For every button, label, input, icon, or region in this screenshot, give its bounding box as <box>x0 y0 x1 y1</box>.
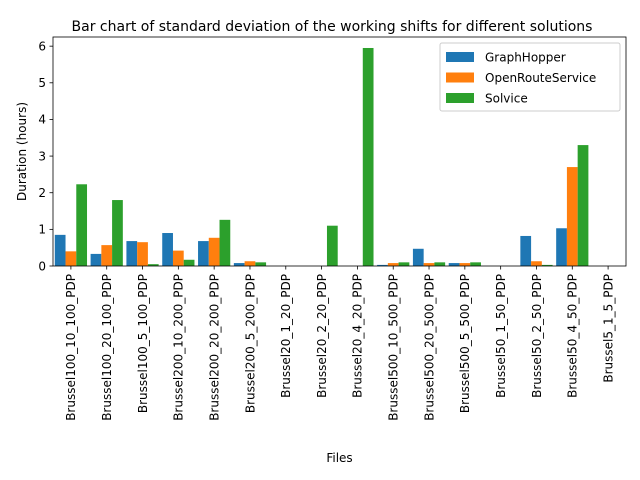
bar-openrouteservice-13 <box>531 261 542 266</box>
bar-openrouteservice-3 <box>172 250 184 266</box>
bar-graphhopper-9 <box>377 264 388 266</box>
y-tick-label: 4 <box>38 113 46 127</box>
bar-solvice-13 <box>541 264 553 266</box>
bar-solvice-0 <box>76 184 88 266</box>
bar-graphhopper-14 <box>556 228 567 266</box>
bar-graphhopper-5 <box>233 263 245 266</box>
bar-solvice-11 <box>470 262 481 266</box>
x-axis-label: Files <box>326 451 352 465</box>
bar-solvice-1 <box>112 200 123 266</box>
bar-graphhopper-13 <box>520 235 532 266</box>
legend-label-openrouteservice: OpenRouteService <box>485 71 596 85</box>
legend-swatch-graphhopper <box>446 52 474 62</box>
legend-box <box>439 42 621 112</box>
bar-solvice-8 <box>362 47 374 266</box>
bar-openrouteservice-14 <box>566 167 578 266</box>
bar-openrouteservice-4 <box>208 237 220 266</box>
y-tick-label: 2 <box>38 186 46 200</box>
y-axis: 0 1 2 3 4 5 6 <box>38 39 53 273</box>
x-tick-label: Brussel20_4_20_PDP <box>351 274 365 398</box>
x-tick-label: Brussel50_1_50_PDP <box>494 274 508 398</box>
x-tick-label: Brussel20_2_20_PDP <box>315 274 329 398</box>
x-tick-label: Brussel50_2_50_PDP <box>530 274 544 398</box>
bar-solvice-2 <box>147 264 159 266</box>
y-tick-label: 6 <box>38 39 46 53</box>
bar-solvice-4 <box>219 219 231 266</box>
x-tick-label: Brussel500_5_500_PDP <box>458 274 472 413</box>
bar-solvice-10 <box>434 262 446 266</box>
bar-solvice-14 <box>577 145 589 266</box>
x-tick-label: Brussel200_10_200_PDP <box>172 274 186 421</box>
bar-openrouteservice-1 <box>101 245 113 266</box>
bar-openrouteservice-9 <box>387 263 399 266</box>
bar-openrouteservice-11 <box>459 263 471 266</box>
bar-graphhopper-11 <box>448 263 460 266</box>
legend-label-graphhopper: GraphHopper <box>485 51 566 65</box>
x-tick-label: Brussel50_4_50_PDP <box>566 274 580 398</box>
x-axis: Brussel100_10_100_PDP Brussel100_20_100_P… <box>64 266 615 421</box>
x-tick-label: Brussel100_20_100_PDP <box>100 274 114 421</box>
bar-graphhopper-3 <box>162 233 173 266</box>
bars-group <box>54 47 589 266</box>
bar-graphhopper-0 <box>54 234 66 266</box>
bar-openrouteservice-2 <box>137 242 148 266</box>
bar-solvice-7 <box>326 225 338 266</box>
x-tick-label: Brussel100_5_100_PDP <box>136 274 150 413</box>
x-tick-label: Brussel200_5_200_PDP <box>243 274 257 413</box>
x-tick-label: Brussel200_20_200_PDP <box>207 274 221 421</box>
bar-graphhopper-4 <box>198 241 209 266</box>
legend: GraphHopper OpenRouteService Solvice <box>439 42 621 112</box>
y-tick-label: 3 <box>38 149 46 163</box>
chart-title: Bar chart of standard deviation of the w… <box>72 19 593 35</box>
x-tick-label: Brussel500_20_500_PDP <box>422 274 436 421</box>
bar-openrouteservice-10 <box>423 263 435 266</box>
legend-swatch-openrouteservice <box>446 72 474 83</box>
bar-openrouteservice-0 <box>65 251 77 266</box>
legend-swatch-solvice <box>446 93 474 103</box>
plot-frame <box>52 36 627 267</box>
legend-label-solvice: Solvice <box>485 92 528 106</box>
bar-solvice-3 <box>183 259 195 266</box>
x-tick-label: Brussel100_10_100_PDP <box>64 274 78 421</box>
y-tick-label: 1 <box>38 223 46 237</box>
y-tick-label: 0 <box>38 259 46 273</box>
bar-openrouteservice-5 <box>244 261 256 266</box>
bar-solvice-5 <box>255 262 267 266</box>
bar-graphhopper-1 <box>90 253 102 266</box>
y-axis-label: Duration (hours) <box>15 102 29 201</box>
bar-solvice-9 <box>398 262 410 266</box>
x-tick-label: Brussel500_10_500_PDP <box>387 274 401 421</box>
y-tick-label: 5 <box>38 76 46 90</box>
bar-graphhopper-2 <box>126 241 138 266</box>
x-tick-label: Brussel5_1_5_PDP <box>601 274 615 383</box>
x-tick-label: Brussel20_1_20_PDP <box>279 274 293 398</box>
bar-graphhopper-10 <box>412 248 424 266</box>
